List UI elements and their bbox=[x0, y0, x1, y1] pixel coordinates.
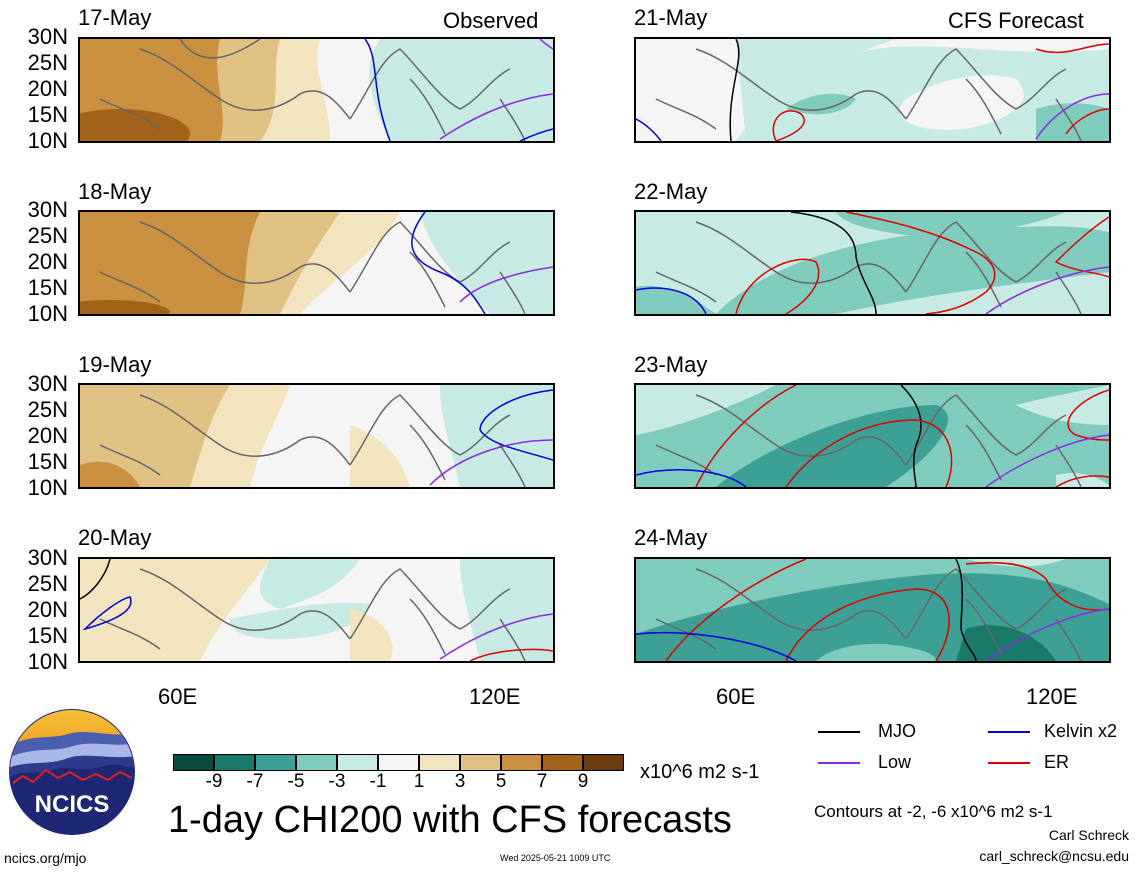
map-panel-17-may bbox=[78, 37, 555, 143]
panel-date-20-may: 20-May bbox=[78, 525, 152, 550]
lat-label: 30N bbox=[27, 24, 68, 49]
timestamp: Wed 2025-05-21 1009 UTC bbox=[500, 853, 611, 863]
colorbar-swatch bbox=[542, 754, 583, 771]
colorbar-tick: -5 bbox=[287, 771, 305, 792]
er-legend-line bbox=[988, 762, 1030, 764]
colorbar-swatch bbox=[214, 754, 255, 771]
panel-date-23-may: 23-May bbox=[634, 352, 708, 377]
lat-label: 20N bbox=[27, 597, 68, 622]
colorbar-tick: 7 bbox=[536, 771, 548, 792]
low-legend-line bbox=[818, 762, 860, 764]
colorbar-swatch bbox=[501, 754, 542, 771]
lon-label-120e-left: 120E bbox=[469, 684, 521, 709]
panel-date-24-may: 24-May bbox=[634, 525, 708, 550]
panel-date-21-may: 21-May bbox=[634, 5, 708, 30]
colorbar-tick: 9 bbox=[577, 771, 589, 792]
lat-label: 20N bbox=[27, 423, 68, 448]
kelvin-legend-line bbox=[988, 731, 1030, 733]
site-url: ncics.org/mjo bbox=[4, 850, 87, 866]
panel-date-19-may: 19-May bbox=[78, 352, 152, 377]
lat-label: 25N bbox=[27, 571, 68, 596]
lat-label: 15N bbox=[27, 449, 68, 474]
lat-label: 20N bbox=[27, 249, 68, 274]
colorbar-tick: -3 bbox=[328, 771, 346, 792]
map-panel-24-may bbox=[634, 557, 1111, 663]
colorbar-swatch bbox=[255, 754, 296, 771]
lat-label: 30N bbox=[27, 371, 68, 396]
observed-label: Observed bbox=[443, 8, 539, 33]
lat-label: 30N bbox=[27, 197, 68, 222]
panel-date-22-may: 22-May bbox=[634, 179, 708, 204]
forecast-label: CFS Forecast bbox=[948, 8, 1084, 33]
low-legend-label: Low bbox=[878, 752, 912, 772]
lat-label: 10N bbox=[27, 649, 68, 674]
author-email: carl_schreck@ncsu.edu bbox=[979, 848, 1129, 864]
lat-label: 25N bbox=[27, 397, 68, 422]
colorbar-tick: 1 bbox=[413, 771, 425, 792]
map-panel-19-may bbox=[78, 383, 555, 489]
er-legend-label: ER bbox=[1044, 752, 1070, 772]
mjo-legend-line bbox=[818, 731, 860, 733]
panel-date-17-may: 17-May bbox=[78, 5, 152, 30]
logo-text: NCICS bbox=[35, 791, 110, 818]
lon-label-60e-right: 60E bbox=[716, 684, 756, 709]
contours-note: Contours at -2, -6 x10^6 m2 s-1 bbox=[814, 802, 1053, 821]
colorbar-swatch bbox=[460, 754, 501, 771]
lat-label: 25N bbox=[27, 223, 68, 248]
main-title: 1-day CHI200 with CFS forecasts bbox=[168, 799, 732, 841]
map-panel-21-may bbox=[634, 37, 1111, 143]
colorbar-tick: 3 bbox=[454, 771, 466, 792]
colorbar-swatch bbox=[296, 754, 337, 771]
map-panel-23-may bbox=[634, 383, 1111, 489]
lat-label: 20N bbox=[27, 76, 68, 101]
lat-label: 15N bbox=[27, 275, 68, 300]
colorbar-swatch bbox=[419, 754, 460, 771]
lat-label: 15N bbox=[27, 102, 68, 127]
lat-label: 10N bbox=[27, 475, 68, 500]
map-panel-20-may bbox=[78, 557, 555, 663]
lon-label-60e-left: 60E bbox=[158, 684, 198, 709]
lat-label: 15N bbox=[27, 623, 68, 648]
lon-label-120e-right: 120E bbox=[1026, 684, 1078, 709]
panel-date-18-may: 18-May bbox=[78, 179, 152, 204]
colorbar-units: x10^6 m2 s-1 bbox=[640, 761, 760, 783]
ncics-logo: NCICS bbox=[8, 708, 136, 836]
map-panel-18-may bbox=[78, 210, 555, 316]
lat-label: 30N bbox=[27, 545, 68, 570]
colorbar-swatch bbox=[583, 754, 624, 771]
mjo-legend-label: MJO bbox=[878, 721, 916, 741]
colorbar-swatch bbox=[337, 754, 378, 771]
colorbar-swatch bbox=[173, 754, 214, 771]
author-name: Carl Schreck bbox=[1048, 827, 1129, 843]
lat-label: 25N bbox=[27, 50, 68, 75]
colorbar-tick: -9 bbox=[205, 771, 223, 792]
map-panel-22-may bbox=[634, 210, 1111, 316]
lat-label: 10N bbox=[27, 128, 68, 153]
colorbar-swatch bbox=[378, 754, 419, 771]
kelvin-legend-label: Kelvin x2 bbox=[1044, 721, 1118, 741]
colorbar-tick: -1 bbox=[369, 771, 387, 792]
colorbar-tick: 5 bbox=[495, 771, 507, 792]
colorbar-tick: -7 bbox=[246, 771, 264, 792]
lat-label: 10N bbox=[27, 301, 68, 326]
